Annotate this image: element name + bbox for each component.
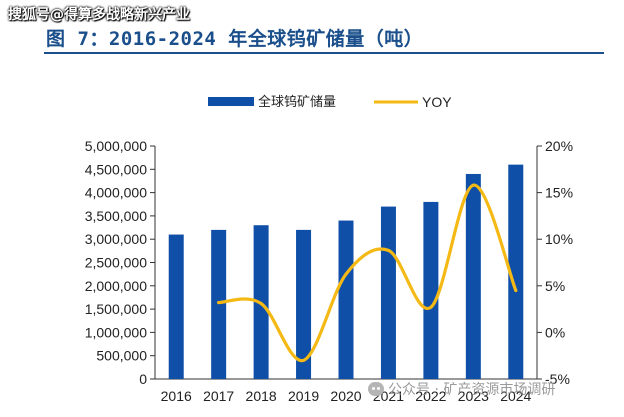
figure-title: 图 7：2016-2024 年全球钨矿储量（吨） xyxy=(46,28,424,50)
y-left-tick-label: 2,000,000 xyxy=(85,278,147,294)
y-left-tick-label: 3,500,000 xyxy=(85,208,147,224)
legend-bar-swatch xyxy=(208,97,254,106)
bar xyxy=(338,220,354,379)
bar xyxy=(465,173,481,379)
x-tick-label: 2019 xyxy=(288,388,319,404)
legend-bar-label: 全球钨矿储量 xyxy=(258,94,336,109)
x-tick-label: 2018 xyxy=(246,388,277,404)
bars xyxy=(168,164,524,379)
y-right-tick-label: 10% xyxy=(545,231,573,247)
watermark-bottom: 公众号 · 矿产资源市场调研 xyxy=(368,379,555,399)
y-left-tick-label: 4,500,000 xyxy=(85,161,147,177)
y-left-tick-label: 500,000 xyxy=(96,348,147,364)
y-right-tick-label: 15% xyxy=(545,185,573,201)
y-left-tick-label: 3,000,000 xyxy=(85,231,147,247)
wechat-icon xyxy=(368,382,384,396)
yoy-point xyxy=(471,183,475,187)
y-right-tick-label: -5% xyxy=(545,371,570,387)
y-right-tick-label: 0% xyxy=(545,324,565,340)
watermark-bottom-text: 公众号 · 矿产资源市场调研 xyxy=(388,382,556,398)
yoy-point xyxy=(386,248,390,252)
y-left-tick-label: 1,500,000 xyxy=(85,301,147,317)
bar xyxy=(211,229,227,379)
bar xyxy=(380,206,396,379)
x-tick-label: 2020 xyxy=(330,388,361,404)
axes: 0 500,000 1,000,000 1,500,000 2,000,000 2,500… xyxy=(85,138,573,387)
yoy-point xyxy=(302,358,306,362)
y-left-tick-label: 2,500,000 xyxy=(85,255,147,271)
yoy-point xyxy=(429,305,433,309)
x-tick-label: 2023 xyxy=(458,388,489,404)
x-axis-labels: 2016 2017 2018 2019 2020 2021 2022 2023 2024 xyxy=(161,388,532,404)
x-tick-label: 2017 xyxy=(203,388,234,404)
x-tick-label: 2022 xyxy=(415,388,446,404)
yoy-point xyxy=(344,272,348,276)
watermark-top: 搜狐号@得算多战略新兴产业 xyxy=(8,7,190,23)
x-tick-label: 2024 xyxy=(500,388,531,404)
yoy-point xyxy=(514,288,518,292)
y-right-tick-label: 5% xyxy=(545,278,565,294)
bar xyxy=(508,164,524,379)
y-right-tick-label: 20% xyxy=(545,138,573,154)
y-left-tick-label: 4,000,000 xyxy=(85,185,147,201)
legend: 全球钨矿储量 YOY xyxy=(208,94,452,110)
bar xyxy=(168,234,184,379)
yoy-point xyxy=(259,302,263,306)
y-left-tick-label: 1,000,000 xyxy=(85,324,147,340)
y-left-tick-label: 5,000,000 xyxy=(85,138,147,154)
title-underline xyxy=(44,52,604,54)
x-tick-label: 2016 xyxy=(161,388,192,404)
bar xyxy=(296,229,312,379)
y-left-tick-label: 0 xyxy=(139,371,147,387)
yoy-line xyxy=(217,183,518,362)
yoy-point xyxy=(217,301,221,305)
bar xyxy=(423,201,439,379)
legend-line-label: YOY xyxy=(422,94,452,110)
